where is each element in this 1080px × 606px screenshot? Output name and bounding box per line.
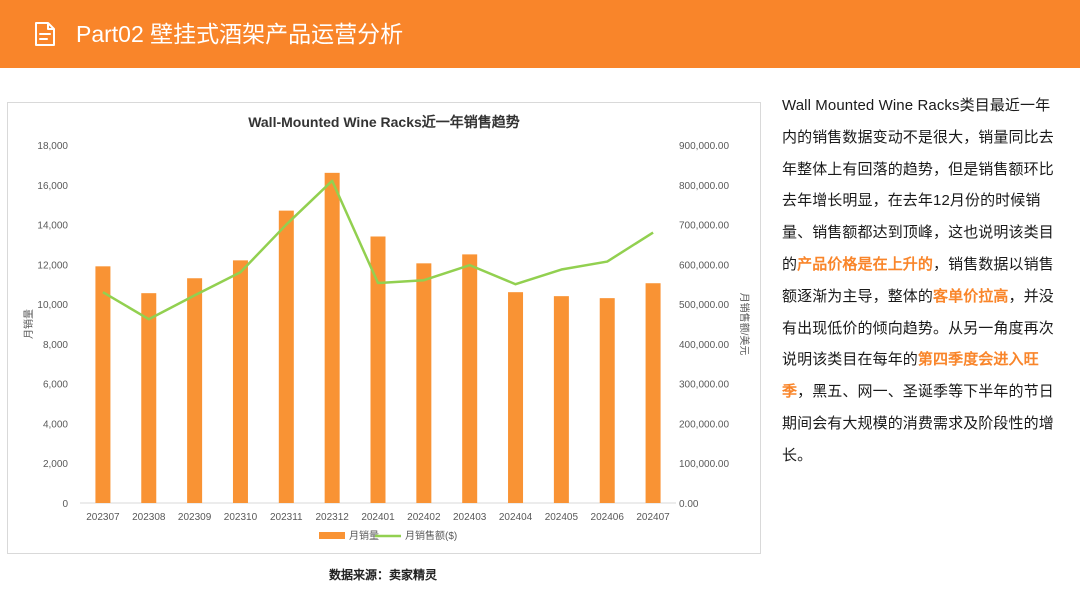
legend-label-sales: 月销量 (349, 529, 379, 542)
y-tick-label: 2,000 (43, 459, 68, 470)
y2-tick-label: 500,000.00 (679, 300, 729, 311)
y-tick-label: 8,000 (43, 340, 68, 351)
y-axis-title: 月销量 (22, 309, 35, 339)
bar-monthly-sales (416, 263, 432, 503)
chart-title: Wall-Mounted Wine Racks近一年销售趋势 (248, 114, 520, 130)
x-tick-label: 202405 (545, 512, 579, 523)
highlight-text: 客单价拉高 (933, 287, 1009, 305)
y2-tick-label: 300,000.00 (679, 380, 729, 391)
x-tick-label: 202401 (361, 512, 395, 523)
chart-container: Wall-Mounted Wine Racks近一年销售趋势 0 2,000 4,00… (7, 102, 761, 554)
x-tick-label: 202402 (407, 512, 441, 523)
y-tick-label: 4,000 (43, 419, 68, 430)
bar-monthly-sales (370, 236, 386, 503)
x-tick-label: 202312 (315, 512, 349, 523)
y-tick-label: 0 (62, 499, 68, 510)
bar-monthly-sales (95, 266, 111, 503)
x-tick-label: 202308 (132, 512, 166, 523)
header-bar: Part02 壁挂式酒架产品运营分析 (0, 0, 1080, 68)
bar-monthly-sales (599, 298, 615, 503)
line-monthly-revenue (102, 179, 654, 321)
bar-monthly-sales (462, 254, 478, 503)
y2-tick-label: 400,000.00 (679, 340, 729, 351)
x-tick-label: 202407 (636, 512, 670, 523)
y-tick-label: 10,000 (37, 300, 68, 311)
bar-monthly-sales (324, 172, 340, 503)
body-text: ，黑五、网一、圣诞季等下半年的节日期间会有大规模的消费需求及阶段性的增长。 (782, 383, 1054, 464)
bar-monthly-sales (645, 283, 661, 503)
y2-tick-label: 200,000.00 (679, 419, 729, 430)
page-title: Part02 壁挂式酒架产品运营分析 (76, 21, 404, 47)
sales-trend-chart: Wall-Mounted Wine Racks近一年销售趋势 0 2,000 4,00… (22, 114, 751, 542)
bar-monthly-sales (187, 278, 203, 503)
highlight-text: 产品价格是在上升的 (797, 255, 934, 273)
y-tick-label: 14,000 (37, 221, 68, 232)
body-text: ，并没有出现低价的倾向趋势。从另一角度再次说明该类目在每年的 (782, 287, 1054, 369)
y-tick-label: 6,000 (43, 380, 68, 391)
document-icon (35, 22, 55, 46)
y2-tick-label: 700,000.00 (679, 221, 729, 232)
x-tick-label: 202406 (591, 512, 625, 523)
bar-monthly-sales (232, 260, 248, 503)
highlight-text: 第四季度会进入旺季 (782, 351, 1039, 401)
y2-axis-title: 月销售额/美元 (738, 293, 751, 356)
body-text: ，销售数据以销售额逐渐为主导，整体的 (782, 255, 1054, 305)
legend-label-revenue: 月销售额($) (405, 529, 457, 542)
body-text: Wall Mounted Wine Racks类目最近一年内的销售数据变动不是很… (782, 97, 1054, 273)
x-tick-label: 202309 (178, 512, 212, 523)
y-tick-label: 12,000 (37, 260, 68, 271)
x-tick-label: 202311 (270, 512, 303, 523)
bar-monthly-sales (141, 293, 157, 503)
y-tick-label: 16,000 (37, 181, 68, 192)
x-tick-label: 202404 (499, 512, 533, 523)
y2-tick-label: 100,000.00 (679, 459, 729, 470)
bar-monthly-sales (278, 210, 294, 503)
data-source-note: 数据来源：卖家精灵 (328, 568, 437, 582)
x-tick-label: 202403 (453, 512, 487, 523)
y2-tick-label: 800,000.00 (679, 181, 729, 192)
y-tick-label: 18,000 (37, 141, 68, 152)
y2-tick-label: 0.00 (679, 499, 699, 510)
x-tick-label: 202307 (86, 512, 120, 523)
bar-monthly-sales (553, 296, 569, 503)
x-tick-label: 202310 (224, 512, 258, 523)
y2-tick-label: 900,000.00 (679, 141, 729, 152)
bar-monthly-sales (508, 292, 524, 503)
y2-tick-label: 600,000.00 (679, 260, 729, 271)
analysis-description: Wall Mounted Wine Racks类目最近一年内的销售数据变动不是很… (782, 90, 1054, 472)
legend-swatch-sales (319, 532, 345, 539)
